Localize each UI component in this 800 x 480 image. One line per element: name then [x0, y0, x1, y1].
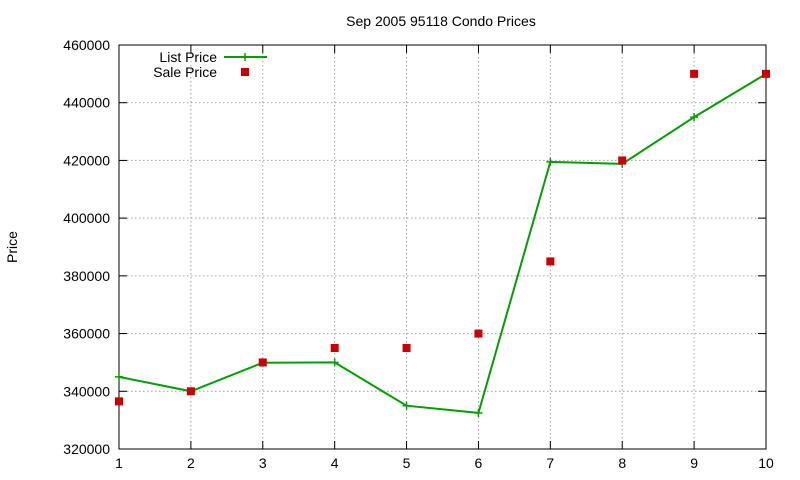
legend-label: List Price [159, 49, 217, 65]
y-tick-label: 460000 [63, 37, 110, 53]
series-sale-price [115, 69, 770, 406]
grid [119, 45, 766, 449]
x-tick-label: 1 [115, 455, 123, 471]
x-tick-label: 3 [259, 455, 267, 471]
y-axis-label: Price [4, 231, 20, 263]
series-list-price [115, 69, 770, 417]
data-point-list-price [474, 408, 483, 417]
legend-marker [241, 53, 249, 61]
data-point-list-price [546, 157, 555, 166]
y-tick-label: 360000 [63, 326, 110, 342]
axis-ticks: 320000 340000 360000 380000 400000 420000 4400… [63, 37, 774, 471]
chart-title: Sep 2005 95118 Condo Prices [346, 13, 536, 29]
data-point-list-price [330, 358, 339, 367]
x-tick-label: 2 [187, 455, 195, 471]
y-tick-label: 380000 [63, 268, 110, 284]
x-tick-label: 9 [690, 455, 698, 471]
x-tick-label: 6 [475, 455, 483, 471]
data-point-sale-price [762, 69, 770, 78]
y-tick-label: 400000 [63, 210, 110, 226]
data-point-sale-price [330, 344, 339, 352]
data-point-sale-price [258, 358, 267, 367]
x-tick-label: 5 [403, 455, 411, 471]
data-point-list-price [690, 113, 699, 122]
y-tick-label: 340000 [63, 383, 110, 399]
data-point-sale-price [474, 329, 483, 338]
x-tick-label: 7 [546, 455, 554, 471]
y-tick-label: 420000 [63, 152, 110, 168]
y-tick-label: 320000 [63, 441, 110, 457]
data-point-sale-price [690, 69, 699, 78]
legend-label: Sale Price [153, 64, 217, 80]
data-point-sale-price [618, 156, 627, 165]
series [115, 69, 770, 417]
data-point-list-price [115, 372, 123, 381]
data-point-sale-price [186, 387, 195, 396]
legend-marker [241, 68, 249, 76]
data-point-list-price [402, 401, 411, 410]
data-point-sale-price [115, 397, 123, 406]
data-point-sale-price [546, 257, 555, 266]
x-tick-label: 4 [331, 455, 339, 471]
y-tick-label: 440000 [63, 95, 110, 111]
plot-frame [118, 44, 767, 450]
x-tick-label: 8 [618, 455, 626, 471]
x-tick-label: 10 [758, 455, 774, 471]
series-line [118, 73, 767, 415]
data-point-sale-price [402, 344, 411, 352]
